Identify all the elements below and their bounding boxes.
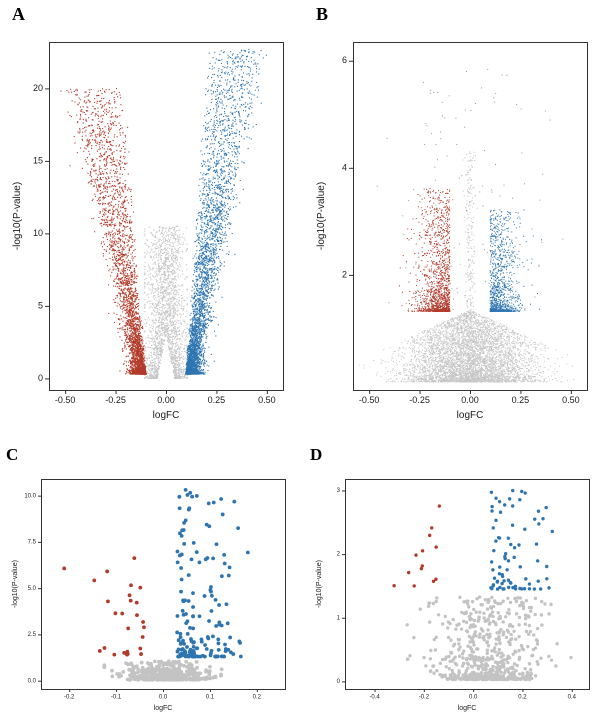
panel-a-label: A [12, 4, 25, 24]
volcano-plot-a [9, 28, 295, 426]
volcano-plot-b [313, 28, 599, 426]
panel-a: A [0, 0, 304, 443]
panel-c: C [0, 443, 304, 723]
volcano-plot-c [9, 469, 295, 715]
panel-d: D [304, 443, 608, 723]
volcano-plot-d [313, 469, 599, 715]
panel-c-label: C [6, 445, 19, 464]
panel-b-label: B [316, 4, 329, 24]
panel-d-label: D [310, 445, 323, 464]
panel-b: B [304, 0, 608, 443]
